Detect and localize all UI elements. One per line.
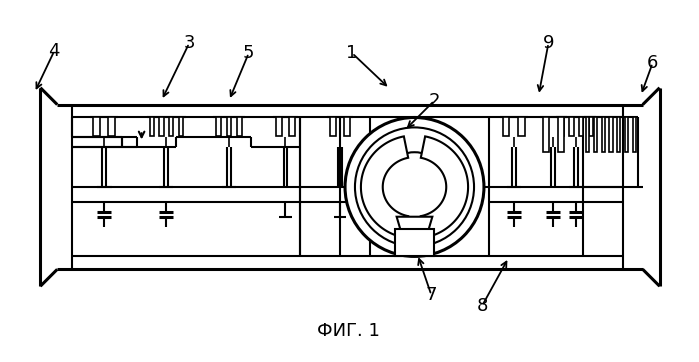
Bar: [625, 118, 628, 152]
Bar: [594, 118, 597, 152]
Circle shape: [355, 127, 474, 247]
Bar: [617, 118, 620, 152]
Bar: [589, 118, 593, 136]
Bar: [179, 118, 183, 136]
Text: 8: 8: [476, 297, 488, 315]
Bar: [503, 118, 510, 136]
Text: 5: 5: [243, 44, 254, 62]
Bar: [289, 118, 296, 136]
Bar: [169, 118, 173, 136]
Bar: [602, 118, 605, 152]
Text: ФИГ. 1: ФИГ. 1: [317, 322, 380, 340]
Bar: [559, 118, 563, 136]
Bar: [395, 229, 434, 256]
Bar: [518, 118, 525, 136]
Bar: [108, 118, 115, 136]
Bar: [610, 118, 612, 152]
Text: 9: 9: [542, 34, 554, 52]
Bar: [344, 118, 350, 136]
Bar: [216, 118, 221, 136]
Bar: [93, 118, 99, 136]
Bar: [579, 118, 584, 136]
Text: 1: 1: [346, 44, 358, 62]
Bar: [542, 118, 549, 152]
Polygon shape: [396, 217, 433, 233]
Text: 7: 7: [426, 286, 437, 304]
Bar: [558, 118, 564, 152]
Bar: [330, 118, 336, 136]
Bar: [569, 118, 573, 136]
Text: 4: 4: [48, 42, 60, 60]
Circle shape: [380, 152, 449, 222]
Bar: [150, 118, 154, 136]
Text: 2: 2: [428, 92, 440, 110]
Bar: [237, 118, 242, 136]
Bar: [226, 118, 231, 136]
Text: 6: 6: [647, 54, 658, 72]
Polygon shape: [421, 136, 468, 237]
Bar: [586, 118, 589, 152]
Polygon shape: [361, 136, 408, 237]
Bar: [633, 118, 636, 152]
Circle shape: [345, 118, 484, 256]
Text: 3: 3: [184, 34, 195, 52]
Bar: [275, 118, 282, 136]
Bar: [159, 118, 164, 136]
